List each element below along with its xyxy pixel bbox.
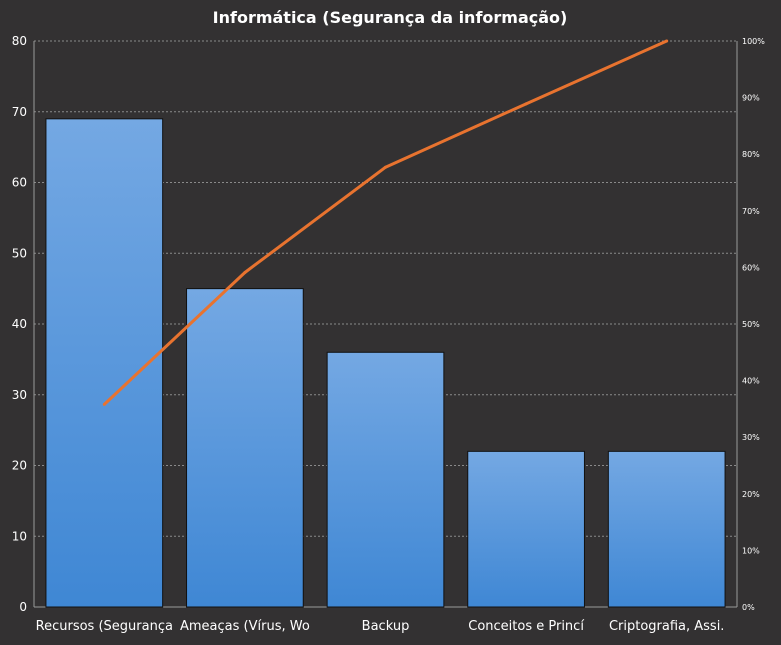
y-tick-label: 70	[12, 105, 27, 119]
y-tick-label: 80	[12, 34, 27, 48]
y2-tick-label: 80%	[742, 150, 760, 159]
y-tick-label: 60	[12, 176, 27, 190]
y2-tick-label: 90%	[742, 94, 760, 103]
y2-tick-label: 30%	[742, 433, 760, 442]
y2-tick-label: 70%	[742, 207, 760, 216]
bar	[326, 351, 445, 608]
x-tick-label: Ameaças (Vírus, Wo	[180, 619, 310, 634]
line-point	[665, 39, 669, 43]
y2-tick-label: 0%	[742, 603, 755, 612]
bars	[45, 118, 726, 608]
bar	[45, 118, 164, 608]
tick-labels: 0 10 20 30 40 50 60 70 80 0% 10% 20% 30% 40% 50% 60% 70%…	[12, 34, 766, 634]
y-tick-label: 40	[12, 317, 27, 331]
bar	[607, 450, 726, 608]
x-tick-label: Conceitos e Princí	[468, 619, 584, 634]
x-tick-label: Backup	[362, 619, 410, 634]
line-point	[384, 165, 387, 169]
y2-tick-label: 10%	[742, 546, 760, 555]
y-tick-label: 30	[12, 388, 27, 402]
y2-tick-label: 50%	[742, 320, 760, 329]
bar	[467, 450, 585, 608]
y-tick-label: 10	[12, 529, 27, 543]
y-tick-label: 50	[12, 246, 27, 260]
line-point	[243, 270, 247, 274]
bar	[186, 288, 304, 608]
x-tick-label: Recursos (Segurança	[36, 619, 173, 634]
chart-title: Informática (Segurança da informação)	[213, 8, 568, 27]
y2-tick-label: 100%	[742, 37, 765, 46]
x-tick-label: Criptografia, Assi.	[609, 619, 725, 634]
y-tick-label: 20	[12, 459, 27, 473]
cumulative-line	[102, 39, 669, 406]
y2-tick-label: 40%	[742, 377, 760, 386]
line-point	[524, 102, 528, 106]
y2-tick-label: 20%	[742, 490, 760, 499]
y-tick-label: 0	[19, 600, 27, 614]
y2-tick-label: 60%	[742, 263, 760, 272]
line-point	[102, 402, 106, 406]
